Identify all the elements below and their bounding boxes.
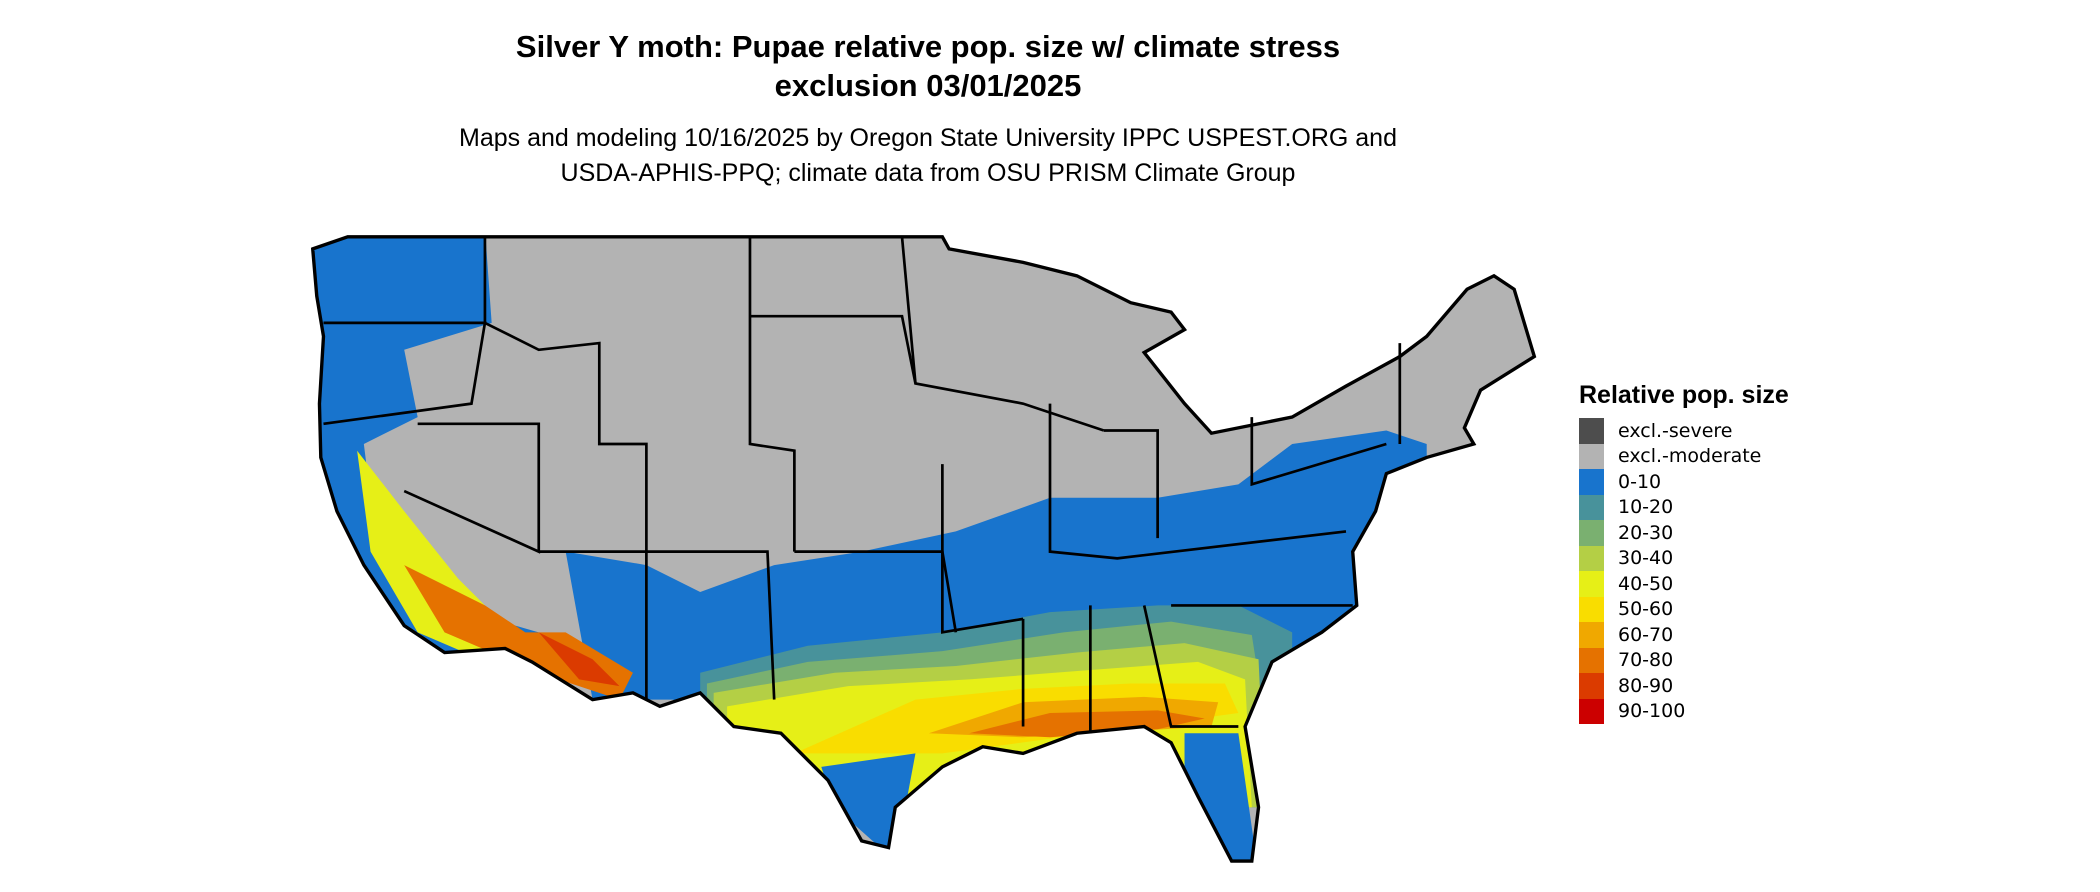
legend-swatch xyxy=(1579,673,1604,699)
legend-label: 10-20 xyxy=(1618,496,1674,519)
map-subtitle-line1: Maps and modeling 10/16/2025 by Oregon S… xyxy=(459,124,1397,152)
legend-item: excl.-moderate xyxy=(1579,443,1789,469)
map-title-line2: exclusion 03/01/2025 xyxy=(774,68,1082,103)
zone-80-90-arizona xyxy=(538,632,620,687)
legend-item: 80-90 xyxy=(1579,673,1789,699)
legend-item: 10-20 xyxy=(1579,494,1789,520)
legend-label: excl.-moderate xyxy=(1618,445,1762,468)
map-subtitle-line2: USDA-APHIS-PPQ; climate data from OSU PR… xyxy=(560,159,1296,187)
legend-swatch xyxy=(1579,622,1604,648)
map-title-line1: Silver Y moth: Pupae relative pop. size … xyxy=(515,29,1341,64)
legend-item: 50-60 xyxy=(1579,596,1789,622)
legend-item: 30-40 xyxy=(1579,545,1789,571)
legend-item: 40-50 xyxy=(1579,571,1789,597)
legend-title: Relative pop. size xyxy=(1579,381,1789,409)
legend-label: 50-60 xyxy=(1618,598,1674,621)
legend-item: 60-70 xyxy=(1579,622,1789,648)
legend-swatch xyxy=(1579,443,1604,469)
legend-swatch xyxy=(1579,647,1604,673)
legend-label: 90-100 xyxy=(1618,700,1686,723)
legend-item: excl.-severe xyxy=(1579,418,1789,444)
legend-swatch xyxy=(1579,494,1604,520)
legend-label: excl.-severe xyxy=(1618,419,1733,442)
legend-label: 80-90 xyxy=(1618,674,1674,697)
legend-item: 90-100 xyxy=(1579,698,1789,724)
legend-swatch xyxy=(1579,698,1604,724)
legend-swatch xyxy=(1579,469,1604,495)
legend: Relative pop. size excl.-severe excl.-mod… xyxy=(1579,381,1789,724)
zone-0-10-texas-coast xyxy=(821,753,916,862)
legend-label: 70-80 xyxy=(1618,649,1674,672)
legend-label: 30-40 xyxy=(1618,547,1674,570)
legend-label: 0-10 xyxy=(1618,470,1662,493)
legend-swatch xyxy=(1579,545,1604,571)
legend-swatch xyxy=(1579,520,1604,546)
legend-swatch xyxy=(1579,571,1604,597)
legend-label: 60-70 xyxy=(1618,623,1674,646)
legend-label: 20-30 xyxy=(1618,521,1674,544)
state-borders xyxy=(323,236,1402,734)
legend-item: 70-80 xyxy=(1579,647,1789,673)
zone-70-80 xyxy=(969,710,1205,738)
legend-item: 20-30 xyxy=(1579,520,1789,546)
legend-swatch xyxy=(1579,418,1604,444)
legend-item: 0-10 xyxy=(1579,469,1789,495)
legend-swatch xyxy=(1579,596,1604,622)
legend-label: 40-50 xyxy=(1618,572,1674,595)
